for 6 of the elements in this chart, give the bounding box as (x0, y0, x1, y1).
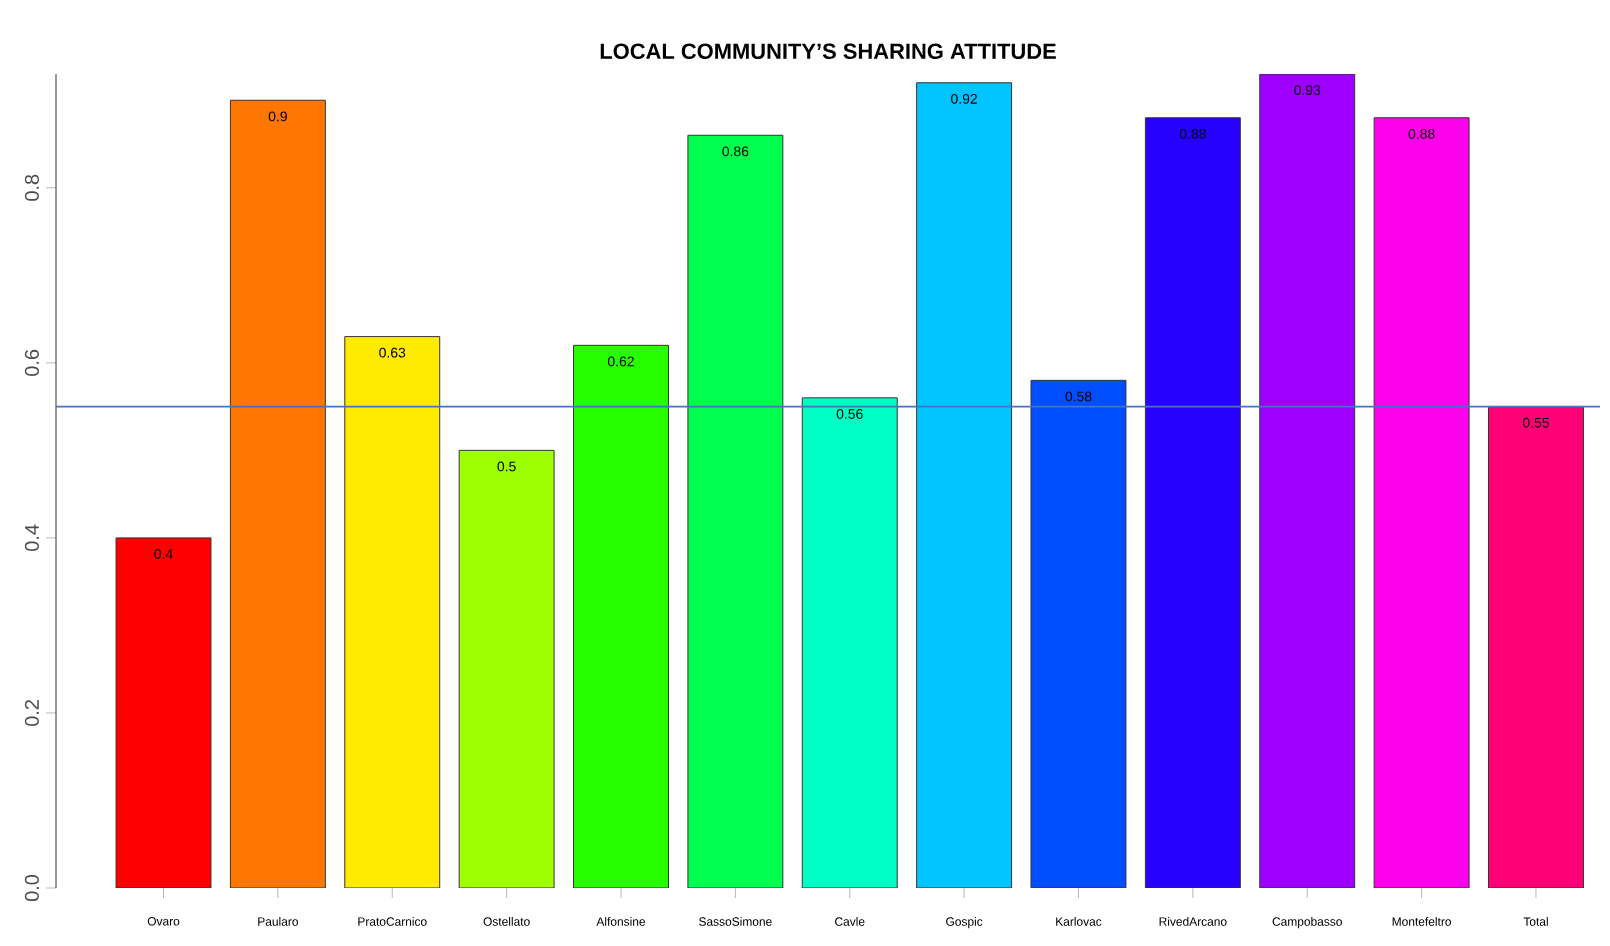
y-tick-label: 0.2 (24, 700, 39, 727)
chart-title: LOCAL COMMUNITY’S SHARING ATTITUDE (600, 43, 1056, 60)
y-tick-label: 0.6 (24, 349, 39, 376)
y-tick-label: 0.0 (24, 874, 39, 902)
y-tick-label: 0.4 (24, 524, 39, 551)
y-tick-label: 0.8 (24, 174, 39, 201)
